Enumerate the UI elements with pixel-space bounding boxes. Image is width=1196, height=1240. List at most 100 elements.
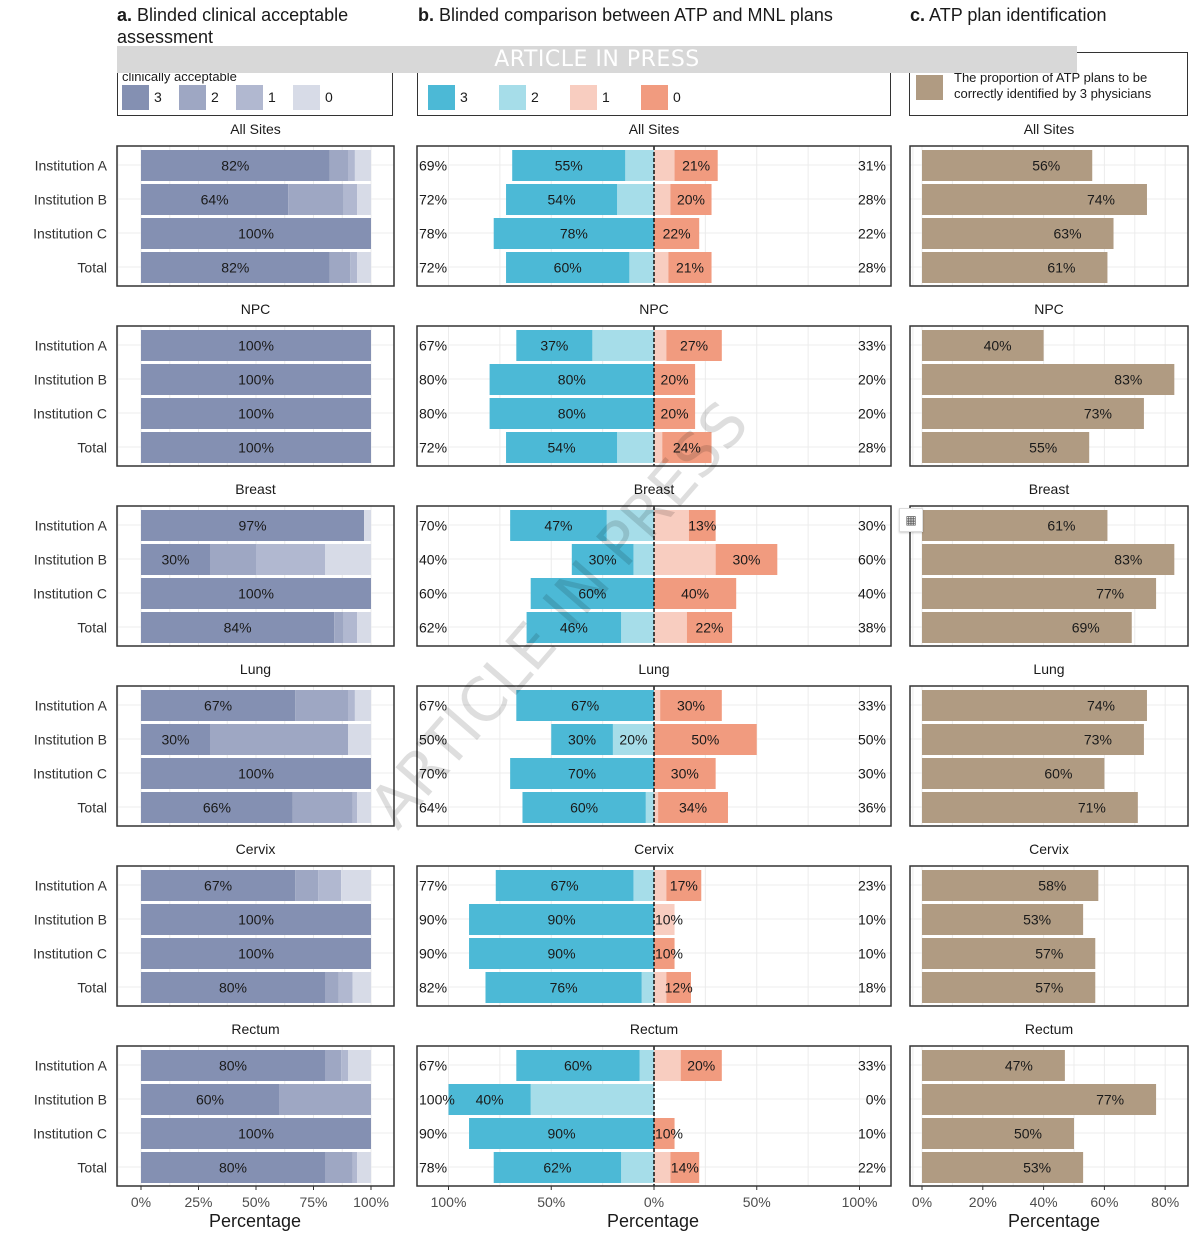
bar-segment-level-2 <box>329 150 348 181</box>
panel-c-tick-label: 60% <box>1090 1194 1118 1210</box>
bar-label: 76% <box>550 980 578 996</box>
bar <box>922 150 1093 181</box>
bar-label: 67% <box>551 878 579 894</box>
category-label: Institution B <box>34 372 107 388</box>
facet-title: Rectum <box>231 1021 279 1037</box>
right-total-label: 33% <box>858 338 886 354</box>
bar-label: 78% <box>560 226 588 242</box>
right-total-label: 28% <box>858 192 886 208</box>
legend-swatch-2 <box>499 85 526 110</box>
bar-label: 20% <box>677 192 705 208</box>
bar-segment-level-2 <box>210 544 256 575</box>
right-total-label: 33% <box>858 698 886 714</box>
bar-label: 22% <box>663 226 691 242</box>
bar-segment-level-1 <box>654 1050 681 1081</box>
panel-b-facet-border <box>416 865 892 1007</box>
bar-segment-level-2 <box>606 510 654 541</box>
legend-swatch <box>916 75 943 100</box>
panel-c-tick-label: 20% <box>969 1194 997 1210</box>
category-label: Institution C <box>33 586 107 602</box>
bar-label: 67% <box>204 698 232 714</box>
panel-b-title: b. Blinded comparison between ATP and MN… <box>418 5 833 25</box>
bar-segment-level-3 <box>141 758 371 789</box>
bar-segment-level-3 <box>469 1118 654 1149</box>
bar-segment-level-2 <box>279 1084 371 1115</box>
bar-segment-level-2 <box>617 432 654 463</box>
bar-segment-level-0 <box>354 150 371 181</box>
bar-segment-level-3 <box>141 1050 325 1081</box>
bar-label: 83% <box>1114 372 1142 388</box>
legend-swatch-0 <box>641 85 668 110</box>
bar-label: 60% <box>570 800 598 816</box>
category-label: Institution C <box>33 766 107 782</box>
bar-label: 74% <box>1087 698 1115 714</box>
bar-segment-level-1 <box>654 612 687 643</box>
bar-label: 21% <box>682 158 710 174</box>
bar <box>922 612 1132 643</box>
bar-segment-level-0 <box>680 1050 722 1081</box>
legend-swatch-1 <box>236 85 263 110</box>
bar-label: 100% <box>238 912 274 928</box>
bar-segment-level-2 <box>530 1084 654 1115</box>
bar-segment-level-3 <box>141 1152 325 1183</box>
bar-segment-level-0 <box>662 432 712 463</box>
bar-label: 40% <box>984 338 1012 354</box>
bar-segment-level-1 <box>352 792 358 823</box>
bar <box>922 904 1084 935</box>
bar-label: 60% <box>564 1058 592 1074</box>
bar-segment-level-3 <box>141 1084 279 1115</box>
bar-label: 21% <box>676 260 704 276</box>
bar-segment-level-0 <box>352 972 371 1003</box>
bar <box>922 870 1099 901</box>
bar-segment-level-1 <box>256 544 325 575</box>
right-total-label: 36% <box>858 800 886 816</box>
facet-title: Lung <box>240 661 271 677</box>
category-label: Total <box>77 1160 107 1176</box>
bar-segment-level-1 <box>654 510 689 541</box>
left-total-label: 72% <box>419 440 447 456</box>
facet-title: Lung <box>638 661 669 677</box>
table-icon[interactable]: ▦ <box>899 508 923 532</box>
bar-label: 56% <box>1032 158 1060 174</box>
panel-a-facet-border <box>116 145 395 287</box>
bar-label: 30% <box>677 698 705 714</box>
bar-segment-level-3 <box>141 252 330 283</box>
bar-segment-level-3 <box>141 364 371 395</box>
bar-label: 53% <box>1023 912 1051 928</box>
legend-label-2: 2 <box>531 89 539 105</box>
facet-title: Cervix <box>634 841 674 857</box>
bar-label: 58% <box>1038 878 1066 894</box>
bar <box>922 432 1090 463</box>
bar-segment-level-0 <box>654 218 700 249</box>
bar-label: 84% <box>224 620 252 636</box>
bar-label: 80% <box>219 1160 247 1176</box>
bar-label: 73% <box>1084 732 1112 748</box>
bar-label: 100% <box>238 586 274 602</box>
bar-segment-level-3 <box>530 578 654 609</box>
bar-label: 24% <box>673 440 701 456</box>
right-total-label: 60% <box>858 552 886 568</box>
bar-segment-level-0 <box>654 398 696 429</box>
bar-label: 80% <box>558 406 586 422</box>
bar-segment-level-3 <box>141 432 371 463</box>
bar-label: 55% <box>1029 440 1057 456</box>
left-total-label: 62% <box>419 620 447 636</box>
bar-segment-level-2 <box>633 544 654 575</box>
bar-segment-level-2 <box>633 870 654 901</box>
bar-segment-level-2 <box>641 972 654 1003</box>
bar-label: 97% <box>239 518 267 534</box>
bar-label: 55% <box>555 158 583 174</box>
panel-c-facet-border <box>909 685 1189 827</box>
right-total-label: 38% <box>858 620 886 636</box>
bar-segment-level-1 <box>654 792 659 823</box>
right-total-label: 22% <box>858 1160 886 1176</box>
bar <box>922 330 1044 361</box>
bar-label: 69% <box>1072 620 1100 636</box>
right-total-label: 33% <box>858 1058 886 1074</box>
left-total-label: 70% <box>419 518 447 534</box>
bar-label: 30% <box>732 552 760 568</box>
panel-a-facet-border <box>116 865 395 1007</box>
left-total-label: 100% <box>419 1092 455 1108</box>
bar-label: 100% <box>238 372 274 388</box>
bar-segment-level-3 <box>141 544 210 575</box>
